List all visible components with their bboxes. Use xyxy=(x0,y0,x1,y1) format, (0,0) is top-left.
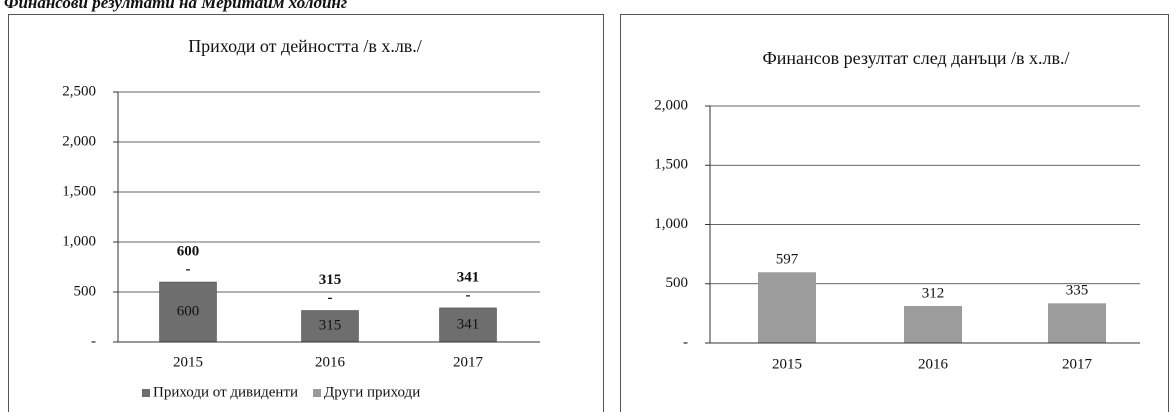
x-tick-label: 2017 xyxy=(453,354,484,370)
legend-swatch xyxy=(142,389,150,397)
x-tick-label: 2016 xyxy=(315,354,346,370)
page-title: Финансови резултати на Меритайм холдинг xyxy=(4,0,347,12)
total-label: 600 xyxy=(177,243,200,259)
data-label: - xyxy=(328,290,333,306)
x-tick-label: 2015 xyxy=(173,354,203,370)
bar-segment xyxy=(301,310,359,343)
bar-segment xyxy=(439,307,497,343)
y-tick-label: - xyxy=(683,334,688,350)
y-tick-label: 500 xyxy=(74,283,97,299)
data-label: 315 xyxy=(319,318,342,334)
y-tick-label: - xyxy=(91,333,96,349)
data-label: 341 xyxy=(457,316,480,332)
data-label: - xyxy=(466,287,471,303)
y-tick-label: 2,000 xyxy=(654,97,688,113)
y-tick-label: 2,500 xyxy=(62,83,96,99)
y-tick-label: 1,000 xyxy=(62,233,96,249)
bar-segment xyxy=(159,281,217,343)
chart-frame xyxy=(8,14,604,412)
data-label: 597 xyxy=(776,252,799,268)
data-label: 600 xyxy=(177,303,200,319)
legend-label: Други приходи xyxy=(324,384,420,400)
chart-frame xyxy=(620,14,1169,412)
chart-title: Финансов резултат след данъци /в х.лв./ xyxy=(763,48,1070,68)
bar xyxy=(904,306,962,343)
legend-label: Приходи от дивиденти xyxy=(153,384,298,400)
bar xyxy=(758,272,816,343)
x-tick-label: 2015 xyxy=(772,356,802,372)
y-tick-label: 1,500 xyxy=(62,183,96,199)
y-tick-label: 1,500 xyxy=(654,157,688,173)
x-tick-label: 2016 xyxy=(918,356,949,372)
bar xyxy=(1048,303,1106,343)
data-label: - xyxy=(186,261,191,277)
y-tick-label: 500 xyxy=(666,275,689,291)
y-tick-label: 1,000 xyxy=(654,216,688,232)
x-tick-label: 2017 xyxy=(1062,356,1093,372)
data-label: 335 xyxy=(1066,283,1089,299)
legend-swatch xyxy=(313,389,322,397)
total-label: 341 xyxy=(457,269,480,285)
data-label: 312 xyxy=(922,285,945,301)
chart-title: Приходи от дейността /в х.лв./ xyxy=(188,36,422,56)
total-label: 315 xyxy=(319,272,342,288)
y-tick-label: 2,000 xyxy=(62,133,96,149)
